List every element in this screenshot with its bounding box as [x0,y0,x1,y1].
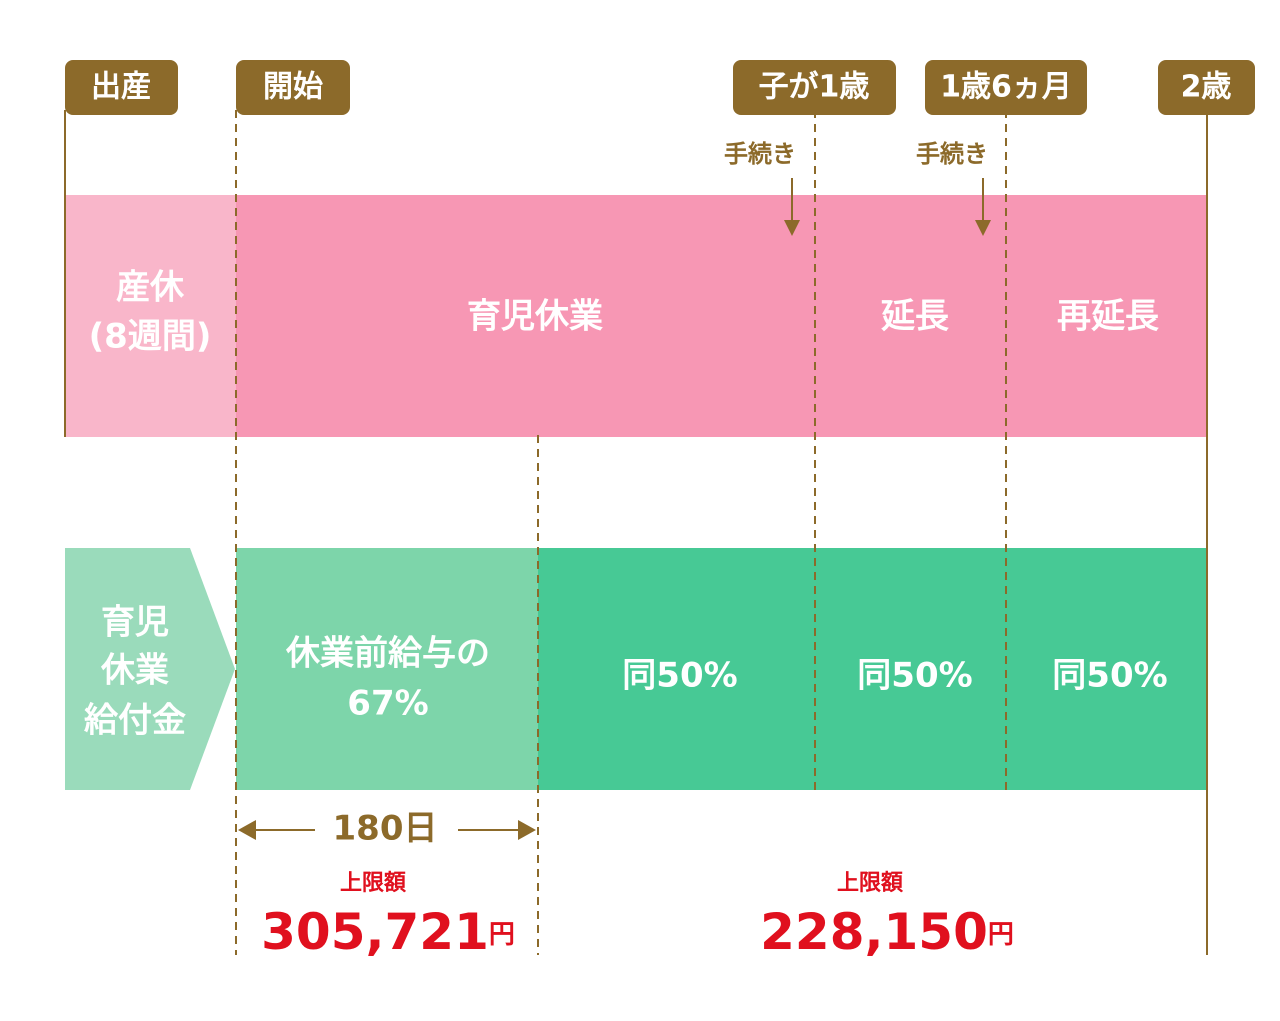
milestone-box [65,60,178,115]
cap-value: 305,721 [261,903,489,961]
benefit-label: 休業 [100,651,169,691]
benefit-67-band [236,548,538,790]
cap-label: 上限額 [340,871,407,896]
maternity-label: 産休 [116,268,185,308]
milestone-box [1158,60,1255,115]
milestone: 2歳 [1181,70,1232,105]
benefit-label-shape [65,548,235,790]
arrow-head [518,820,536,840]
benefit-rate: 同50% [857,656,972,696]
milestone: 出産 [91,70,151,105]
milestone-box [236,60,350,115]
benefit-rate: 休業前給与の [285,634,490,674]
milestone-box [925,60,1087,115]
leave-band [236,195,1207,437]
leave-label: 育児休業 [467,297,603,337]
procedure: 手続き [724,140,796,168]
milestone: 1歳6ヵ月 [940,70,1072,105]
arrow-head [975,220,991,236]
benefit-rate: 同50% [622,656,737,696]
maternity-label: (8週間) [89,317,212,357]
benefit-label: 育児 [101,603,169,643]
benefit-label: 給付金 [84,701,186,741]
cap-value: 228,150 [760,903,988,961]
procedure: 手続き [916,140,988,168]
cap-label: 上限額 [837,871,904,896]
cap-amount: 305,721円 [261,903,515,961]
duration: 180日 [333,809,438,849]
arrow-head [238,820,256,840]
cap-unit: 円 [988,920,1014,950]
benefit-rate: 同50% [1052,656,1167,696]
cap-amount: 228,150円 [760,903,1014,961]
leave-label: 延長 [881,297,949,337]
maternity-band [65,195,236,437]
milestone: 子が1歳 [759,70,870,105]
arrow-head [784,220,800,236]
milestone: 開始 [263,70,323,105]
benefit-rate: 67% [347,684,428,724]
cap-unit: 円 [489,920,515,950]
leave-label: 再延長 [1057,297,1159,337]
benefit-50-band [538,548,1207,790]
milestone-box [733,60,896,115]
